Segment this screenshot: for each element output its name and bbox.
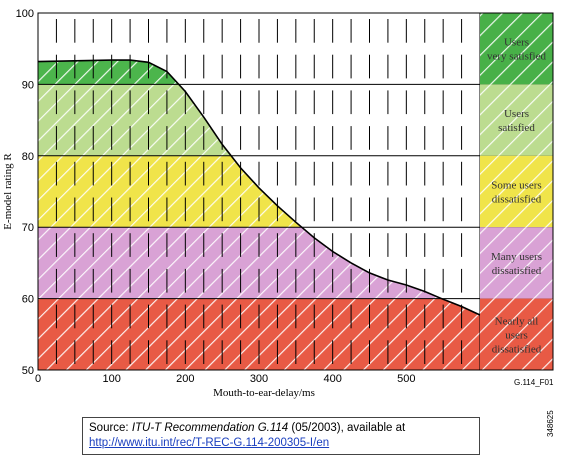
chart: Users very satisfied Users satisfied Some us… xyxy=(2,8,554,399)
legend-label-0: Users xyxy=(504,37,529,49)
x-tick-label: 200 xyxy=(176,373,194,385)
legend-label-4: dissatisfied xyxy=(492,343,542,355)
source-link[interactable]: http://www.itu.int/rec/T-REC-G.114-20030… xyxy=(89,437,330,449)
legend-hatch-3 xyxy=(480,227,553,299)
hatch-ticks xyxy=(55,19,463,364)
y-tick-label: 70 xyxy=(22,222,34,234)
x-tick-label: 100 xyxy=(102,373,120,385)
legend-label-1: satisfied xyxy=(498,122,535,134)
x-axis-label: Mouth-to-ear-delay/ms xyxy=(213,387,315,399)
legend-label-2: dissatisfied xyxy=(492,194,542,206)
source-prefix: Source: xyxy=(89,422,132,434)
legend-label-2: Some users xyxy=(491,180,541,192)
legend-hatch-1 xyxy=(480,84,553,156)
legend-hatch-2 xyxy=(480,155,553,228)
legend-label-0: very satisfied xyxy=(487,51,546,63)
source-suffix: (05/2003), available at xyxy=(288,422,406,434)
legend-label-1: Users xyxy=(504,108,529,120)
legend-label-3: dissatisfied xyxy=(492,265,542,277)
figure-id: G.114_F01 xyxy=(514,378,554,387)
zone-legend: Users very satisfied Users satisfied Some us… xyxy=(480,13,553,370)
y-tick-label: 80 xyxy=(22,151,34,163)
source-caption: Source: ITU-T Recommendation G.114 (05/2… xyxy=(82,417,480,455)
y-tick-label: 60 xyxy=(22,294,34,306)
source-reference: ITU-T Recommendation G.114 xyxy=(131,422,289,434)
x-tick-labels: 0 100 200 300 400 500 xyxy=(35,373,416,385)
x-tick-label: 500 xyxy=(397,373,415,385)
y-axis-label: E-model rating R xyxy=(2,153,14,230)
legend-hatch-4 xyxy=(480,298,553,370)
document-id: 348625 xyxy=(546,410,555,437)
legend-label-3: Many users xyxy=(491,251,542,263)
y-tick-label: 90 xyxy=(22,79,34,91)
legend-label-4: Nearly all xyxy=(495,315,539,327)
y-tick-label: 50 xyxy=(22,365,34,377)
r-curve-line xyxy=(37,59,481,316)
x-tick-label: 300 xyxy=(250,373,268,385)
x-tick-label: 400 xyxy=(323,373,341,385)
y-tick-labels: 50 60 70 80 90 100 xyxy=(16,8,34,377)
legend-label-4: users xyxy=(505,329,528,341)
legend-hatch-0 xyxy=(480,13,553,85)
x-tick-label: 0 xyxy=(35,373,41,385)
plot-frame xyxy=(37,12,554,371)
y-tick-label: 100 xyxy=(16,8,34,20)
